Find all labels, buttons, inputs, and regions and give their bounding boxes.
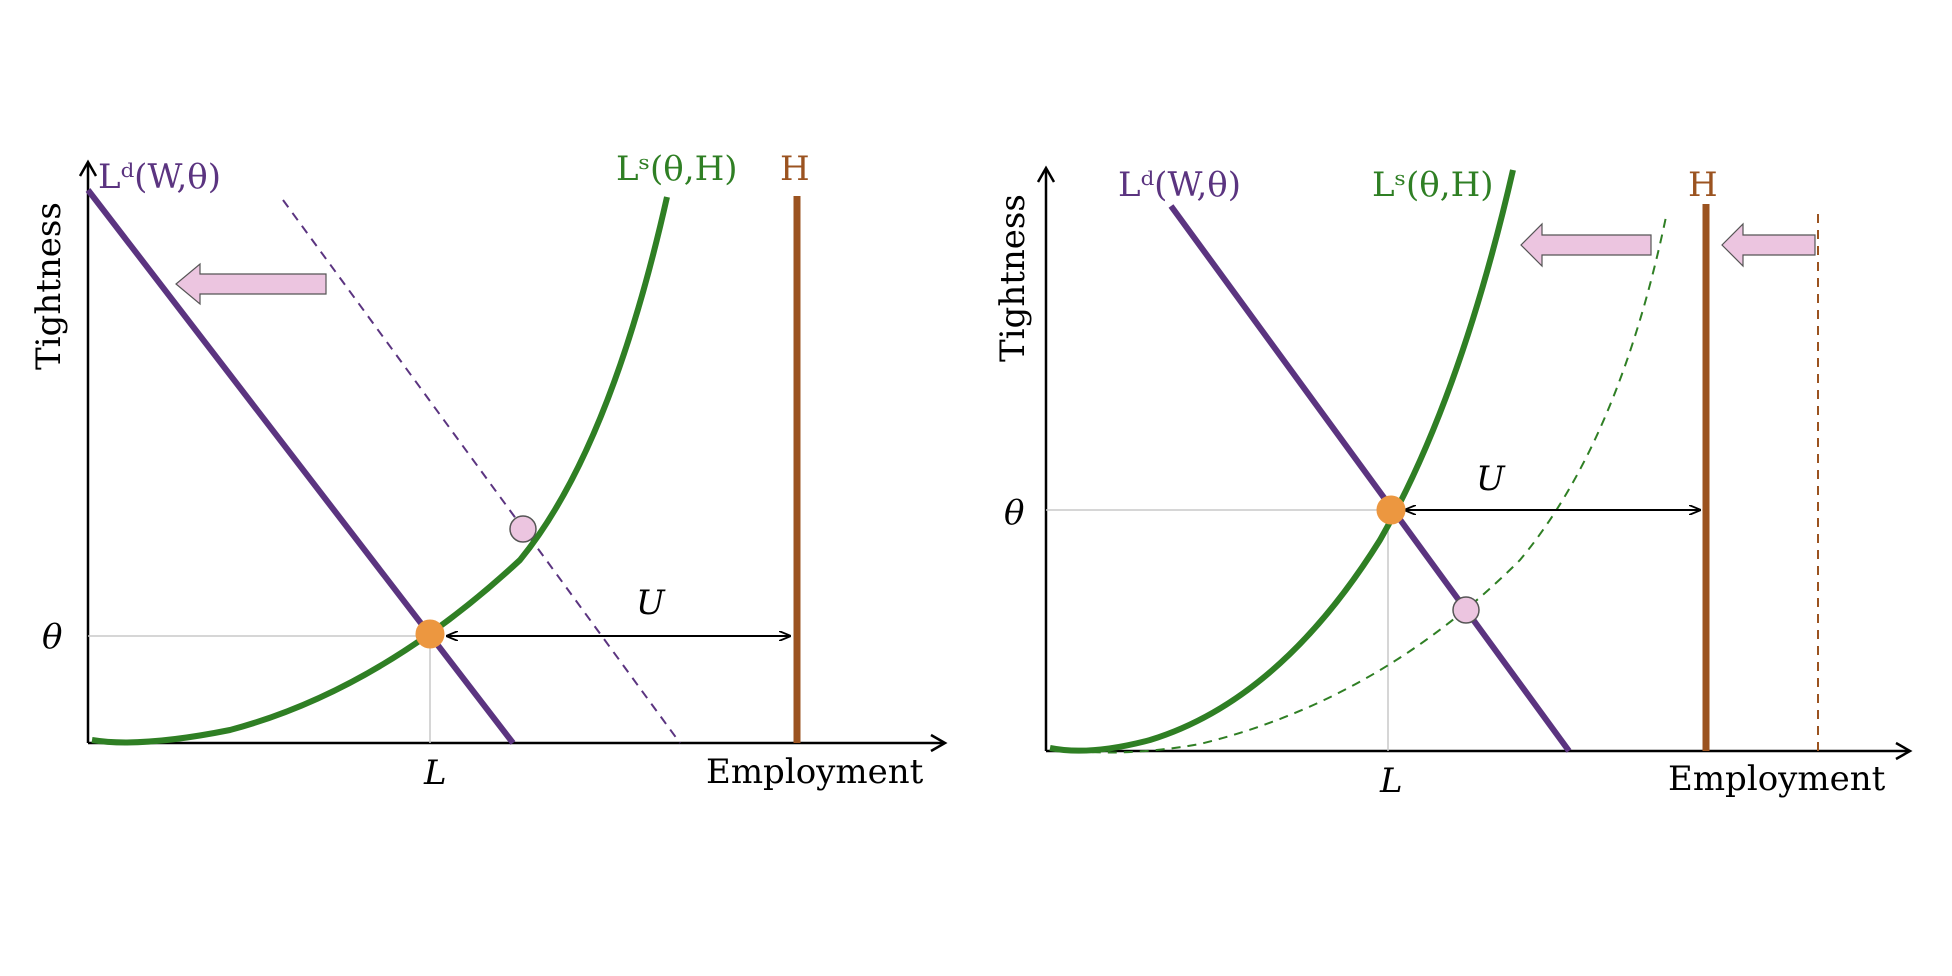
right-panel: Tightness Employment θ L U Lᵈ(W,θ) Lˢ(θ,…	[993, 165, 1913, 801]
right-y-axis-arrowhead	[1036, 165, 1056, 183]
right-equilibrium-point	[1376, 495, 1406, 525]
left-demand-curve	[85, 188, 516, 745]
right-u-label: U	[1476, 459, 1506, 499]
right-h-shift-arrow	[1721, 222, 1816, 268]
right-demand-curve	[1168, 204, 1572, 753]
right-y-axis-label: Tightness	[993, 194, 1033, 362]
right-supply-shift-arrow	[1520, 222, 1652, 268]
right-old-equilibrium-point	[1452, 596, 1480, 624]
right-theta-label: θ	[1004, 493, 1024, 533]
left-supply-curve	[91, 196, 670, 746]
left-supply-label: Lˢ(θ,H)	[616, 149, 738, 189]
left-shift-arrow	[175, 262, 327, 306]
right-l-label: L	[1379, 761, 1403, 801]
left-demand-label: Lᵈ(W,θ)	[98, 157, 221, 197]
left-equilibrium-point	[415, 619, 445, 649]
right-old-supply-curve	[1059, 211, 1668, 754]
left-x-axis-arrowhead	[930, 733, 948, 753]
left-shifted-demand-curve	[282, 199, 681, 744]
right-supply-label: Lˢ(θ,H)	[1372, 165, 1494, 205]
right-supply-curve	[1049, 169, 1516, 754]
left-panel: Tightness Employment θ L U Lᵈ(W,θ) Lˢ(θ,…	[29, 149, 948, 793]
right-x-axis-label: Employment	[1668, 759, 1886, 799]
left-u-label: U	[636, 583, 666, 623]
left-theta-label: θ	[42, 617, 62, 657]
left-new-equilibrium-point	[509, 515, 537, 543]
left-y-axis-label: Tightness	[29, 202, 69, 370]
right-x-axis-arrowhead	[1895, 741, 1913, 761]
right-h-label: H	[1688, 165, 1718, 205]
right-demand-label: Lᵈ(W,θ)	[1118, 165, 1241, 205]
left-y-axis-arrowhead	[78, 159, 98, 177]
left-l-label: L	[423, 753, 447, 793]
left-h-label: H	[780, 149, 810, 189]
left-x-axis-label: Employment	[706, 752, 924, 792]
